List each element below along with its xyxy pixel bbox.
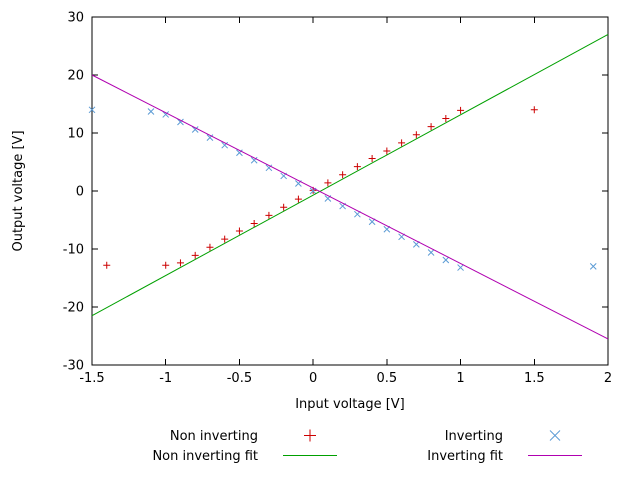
data-point-cross-icon — [162, 111, 170, 118]
x-axis-label: Input voltage [V] — [295, 397, 405, 412]
data-point-plus-icon — [353, 163, 361, 171]
data-point-plus-icon — [162, 261, 170, 269]
data-point-plus-icon — [383, 147, 391, 155]
legend-label-inverting: Inverting — [445, 429, 503, 444]
data-point-cross-icon — [177, 118, 184, 126]
data-point-plus-icon — [324, 179, 332, 187]
x-tick-label: 1.5 — [524, 371, 545, 386]
data-point-cross-icon — [442, 256, 450, 264]
data-point-cross-icon — [589, 263, 597, 270]
y-tick-label: 10 — [67, 127, 84, 142]
data-point-plus-icon — [265, 211, 273, 219]
data-point-plus-icon — [280, 203, 288, 211]
x-tick-label: -1.5 — [79, 371, 104, 386]
legend-label-non-inverting: Non inverting — [170, 429, 258, 444]
legend-marker-plus-icon — [304, 429, 316, 442]
data-point-plus-icon — [206, 243, 214, 251]
data-point-plus-icon — [250, 219, 258, 227]
data-point-cross-icon — [250, 156, 258, 164]
data-point-plus-icon — [457, 106, 465, 114]
data-point-plus-icon — [339, 171, 347, 179]
data-point-plus-icon — [103, 261, 111, 269]
y-axis-label: Output voltage [V] — [11, 130, 26, 251]
data-point-plus-icon — [398, 139, 406, 147]
x-tick-label: 2 — [604, 371, 612, 386]
data-point-cross-icon — [191, 126, 199, 133]
x-tick-label: -0.5 — [227, 371, 252, 386]
y-tick-label: 0 — [76, 185, 84, 200]
data-point-cross-icon — [88, 106, 96, 114]
data-point-cross-icon — [427, 249, 435, 256]
legend-label-non-inverting-fit: Non inverting fit — [152, 449, 258, 464]
data-point-cross-icon — [221, 141, 229, 149]
x-tick-label: 1 — [456, 371, 464, 386]
data-point-plus-icon — [530, 106, 538, 114]
y-tick-label: -10 — [63, 243, 84, 258]
data-point-cross-icon — [265, 164, 273, 172]
x-tick-label: 0 — [309, 371, 317, 386]
y-tick-label: -20 — [63, 301, 84, 316]
plot-border — [91, 16, 609, 366]
data-point-plus-icon — [176, 259, 184, 267]
y-tick-label: -30 — [63, 359, 84, 374]
data-point-cross-icon — [147, 108, 155, 115]
fit-line — [91, 33, 609, 317]
plot-series — [88, 33, 609, 340]
legend: Non inverting Inverting Non inverting fi… — [152, 429, 582, 464]
x-tick-label: -1 — [159, 371, 172, 386]
y-tick-label: 20 — [67, 69, 84, 84]
axis-ticks: -1.5 -1 -0.5 0 0.5 1 1.5 2 -30 -20 -10 0 10 20 30 — [63, 11, 612, 387]
data-point-plus-icon — [294, 195, 302, 203]
fit-line — [91, 74, 609, 340]
data-point-cross-icon — [457, 264, 464, 271]
data-point-plus-icon — [412, 131, 420, 139]
data-point-cross-icon — [206, 134, 214, 141]
data-point-plus-icon — [221, 235, 229, 243]
data-point-cross-icon — [236, 149, 243, 157]
legend-label-inverting-fit: Inverting fit — [427, 449, 503, 464]
data-point-plus-icon — [427, 123, 435, 131]
data-point-plus-icon — [368, 155, 376, 163]
data-point-plus-icon — [442, 115, 450, 122]
data-point-plus-icon — [235, 227, 243, 235]
y-tick-label: 30 — [67, 11, 84, 26]
data-point-plus-icon — [191, 251, 199, 259]
x-tick-label: 0.5 — [377, 371, 398, 386]
legend-marker-cross-icon — [549, 430, 561, 441]
